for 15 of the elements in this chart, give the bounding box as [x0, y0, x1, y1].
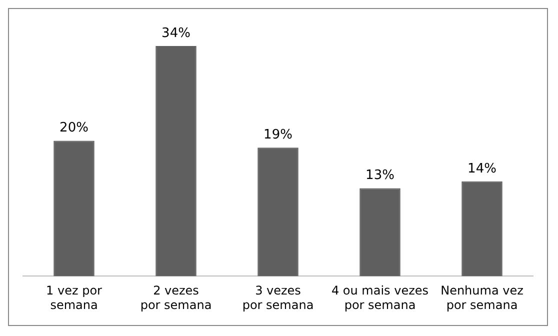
- x-tick-label: 2 vezes por semana: [140, 284, 212, 312]
- bar: [360, 188, 400, 276]
- data-label: 20%: [60, 120, 88, 136]
- x-tick-label: Nenhuma vez por semana: [440, 284, 524, 312]
- data-label: 19%: [264, 127, 292, 142]
- x-tick-label: 1 vez por semana: [46, 284, 102, 312]
- x-tick-label: 4 ou mais vezes por semana: [331, 284, 429, 312]
- bar: [258, 148, 298, 276]
- data-label: 13%: [366, 168, 394, 184]
- bar: [156, 46, 196, 276]
- data-label: 34%: [162, 26, 190, 41]
- x-tick-label: 3 vezes por semana: [242, 284, 314, 312]
- bar: [462, 181, 502, 276]
- data-label: 14%: [468, 161, 496, 176]
- bar: [54, 140, 94, 276]
